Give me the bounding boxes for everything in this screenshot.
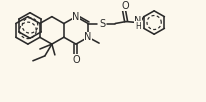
Text: N: N [72,12,79,22]
Text: H: H [135,22,140,31]
Text: O: O [72,55,80,65]
Text: N: N [84,32,91,42]
Text: S: S [99,18,105,28]
Text: O: O [121,1,128,11]
Text: N: N [134,16,141,26]
